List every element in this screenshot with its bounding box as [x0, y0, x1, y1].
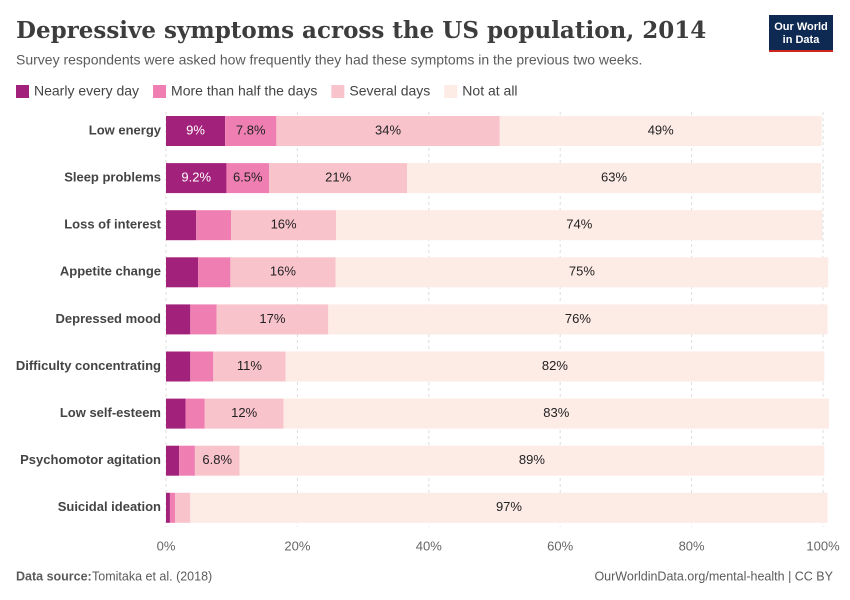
bar-segment: [328, 304, 828, 335]
bar-segment: [285, 351, 825, 382]
bar-segment: [269, 163, 408, 194]
bar-segment: [166, 116, 226, 146]
data-label: 16%: [271, 217, 297, 232]
bar-segment: [499, 116, 822, 146]
bar-segment: [283, 398, 829, 429]
chart-subtitle: Survey respondents were asked how freque…: [16, 52, 642, 68]
bar-segment: [226, 163, 270, 194]
bar-segment: [230, 257, 336, 288]
x-tick-label: 20%: [284, 538, 310, 553]
bar-segment: [194, 445, 240, 476]
bar-segment: [216, 304, 329, 335]
bar-segment: [166, 304, 191, 335]
data-label: 16%: [270, 264, 296, 279]
legend-label: Several days: [349, 83, 430, 99]
data-label: 12%: [231, 405, 257, 420]
x-tick-label: 60%: [547, 538, 573, 553]
data-label: 76%: [565, 311, 591, 326]
data-label: 6.8%: [202, 452, 232, 467]
logo-underline: [769, 50, 833, 52]
data-label: 6.5%: [233, 170, 263, 185]
data-label: 74%: [566, 217, 592, 232]
y-tick-label: Appetite change: [60, 264, 161, 279]
x-tick-label: 100%: [806, 538, 840, 553]
data-label: 63%: [601, 170, 627, 185]
data-label: 97%: [496, 499, 522, 514]
legend-label: Not at all: [462, 83, 517, 99]
bar-segment: [166, 257, 199, 288]
bar-segment: [179, 445, 195, 476]
chart-title: Depressive symptoms across the US popula…: [16, 17, 706, 44]
bar-segment: [166, 492, 170, 523]
y-tick-label: Low energy: [89, 122, 162, 137]
logo[interactable]: [769, 15, 833, 52]
y-tick-label: Sleep problems: [64, 170, 161, 185]
bar-segment: [407, 163, 822, 194]
bar-segment: [190, 351, 214, 382]
y-tick-label: Psychomotor agitation: [20, 452, 161, 467]
legend-swatch: [153, 85, 167, 98]
data-label: 11%: [237, 358, 262, 373]
data-label: 17%: [259, 311, 285, 326]
bar-segment: [198, 257, 231, 288]
legend-swatch: [16, 85, 29, 98]
data-label: 21%: [325, 170, 351, 185]
bar-segment: [185, 398, 205, 429]
source[interactable]: Tomitaka et al. (2018): [92, 569, 212, 583]
bar-segment: [231, 210, 337, 241]
legend-swatch: [444, 85, 458, 98]
data-label: 83%: [543, 405, 569, 420]
y-tick-label: Depressed mood: [56, 311, 162, 326]
y-tick-label: Loss of interest: [64, 217, 161, 232]
bar-segment: [166, 210, 197, 241]
x-tick-label: 0%: [157, 538, 176, 553]
legend-label: More than half the days: [171, 83, 317, 99]
bar-segment: [169, 492, 176, 523]
data-label: 89%: [519, 452, 545, 467]
bar-segment: [196, 210, 232, 241]
data-label: 34%: [375, 122, 401, 137]
bar-segment: [190, 492, 828, 523]
data-label: 49%: [648, 122, 674, 137]
bar-segment: [190, 304, 217, 335]
bar-segment: [166, 445, 180, 476]
y-tick-label: Low self-esteem: [60, 405, 161, 420]
x-tick-label: 40%: [416, 538, 442, 553]
logo-text: in Data: [783, 34, 821, 46]
data-label: 7.8%: [236, 122, 266, 137]
bar-segment: [175, 492, 191, 523]
x-tick-label: 80%: [679, 538, 705, 553]
bar-segment: [166, 351, 191, 382]
data-label: 9%: [186, 122, 205, 137]
data-label: 9.2%: [181, 170, 211, 185]
logo-text: Our World: [774, 21, 828, 33]
y-tick-label: Difficulty concentrating: [16, 358, 161, 373]
bar-segment: [239, 445, 825, 476]
bar-segment: [336, 210, 823, 241]
data-label: 82%: [542, 358, 568, 373]
bar-segment: [335, 257, 829, 288]
data-label: 75%: [569, 264, 595, 279]
footer-link[interactable]: OurWorldinData.org/mental-health | CC BY: [594, 569, 833, 583]
bar-segment: [166, 163, 227, 194]
y-tick-label: Suicidal ideation: [58, 499, 161, 514]
bar-segment: [225, 116, 277, 146]
legend-swatch: [331, 85, 345, 98]
bar-segment: [213, 351, 286, 382]
bar-segment: [166, 398, 186, 429]
legend-label: Nearly every day: [34, 83, 139, 99]
bar-segment: [204, 398, 284, 429]
bar-segment: [276, 116, 500, 146]
source-label: Data source:: [16, 569, 92, 583]
